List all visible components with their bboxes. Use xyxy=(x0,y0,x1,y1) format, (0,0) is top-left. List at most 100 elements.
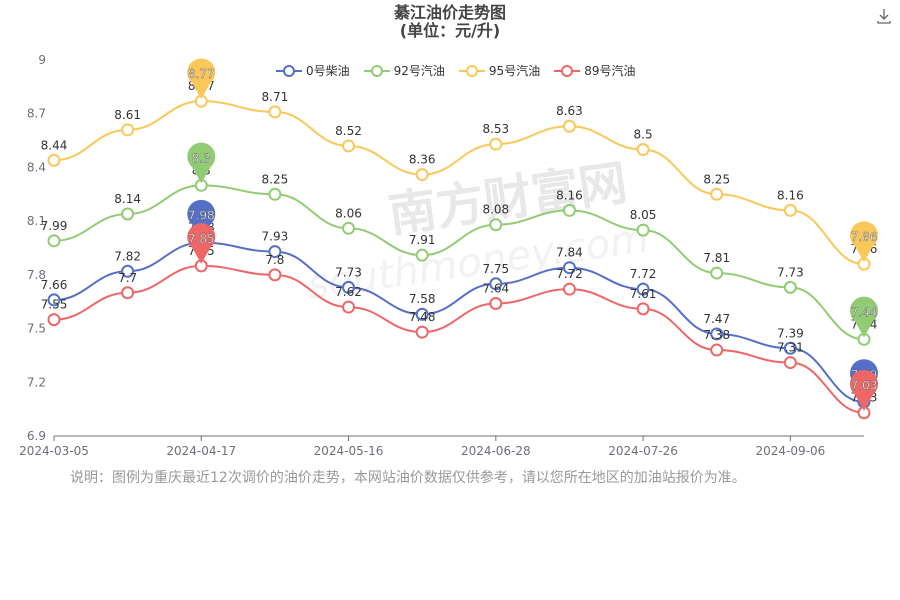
max-marker: 8.3 xyxy=(187,142,216,184)
data-label: 8.63 xyxy=(556,104,583,118)
legend-item[interactable]: 89号汽油 xyxy=(554,62,635,79)
min-marker-label: 7.03 xyxy=(851,379,878,393)
data-label: 7.48 xyxy=(409,310,436,324)
legend-item[interactable]: 92号汽油 xyxy=(363,62,445,79)
data-label: 7.81 xyxy=(703,251,730,265)
data-label: 7.75 xyxy=(482,262,509,276)
data-label: 7.72 xyxy=(630,267,657,281)
series-line xyxy=(53,264,865,414)
x-tick-label: 2024-09-06 xyxy=(755,444,825,458)
data-label: 8.05 xyxy=(630,208,657,222)
data-label: 7.73 xyxy=(335,265,362,279)
data-point xyxy=(636,143,650,157)
min-marker-label: 7.86 xyxy=(851,230,878,244)
legend-line-icon xyxy=(458,64,485,77)
x-tick-label: 2024-06-28 xyxy=(461,444,531,458)
max-marker: 7.85 xyxy=(187,223,216,264)
data-label: 7.99 xyxy=(41,219,68,233)
data-point xyxy=(783,203,797,217)
data-point xyxy=(710,266,724,280)
data-point xyxy=(562,119,576,133)
data-point xyxy=(489,297,503,311)
min-marker: 7.03 xyxy=(850,370,878,411)
data-label: 8.61 xyxy=(114,108,141,122)
data-point xyxy=(415,248,429,262)
max-marker-shape xyxy=(187,58,216,100)
data-label: 7.91 xyxy=(409,233,436,247)
data-point xyxy=(342,139,356,153)
data-label: 8.16 xyxy=(556,188,583,202)
data-label: 7.8 xyxy=(265,253,284,267)
data-label: 7.47 xyxy=(703,312,730,326)
data-label: 7.7 xyxy=(118,271,137,285)
data-point xyxy=(783,280,797,294)
data-label: 7.58 xyxy=(409,292,436,306)
max-marker-label: 7.85 xyxy=(188,232,215,246)
min-marker: 7.44 xyxy=(850,296,878,338)
data-point xyxy=(342,221,356,235)
x-tick-label: 2024-04-17 xyxy=(166,444,236,458)
data-label: 7.72 xyxy=(556,267,583,281)
data-point xyxy=(489,137,503,151)
max-marker-shape xyxy=(187,199,216,241)
data-label: 7.84 xyxy=(556,246,583,260)
data-point xyxy=(268,105,282,119)
legend-item[interactable]: 95号汽油 xyxy=(458,62,541,79)
line-chart: 南方财富网southmoney.com6.97.27.57.88.18.48.7… xyxy=(19,53,878,458)
data-point xyxy=(710,327,724,341)
data-label: 7.66 xyxy=(41,278,68,292)
data-label: 7.55 xyxy=(41,298,68,312)
data-label: 8.52 xyxy=(335,124,362,138)
data-point xyxy=(636,223,650,237)
chart-subtitle: (单位：元/升) xyxy=(399,21,501,40)
data-label: 7.64 xyxy=(482,282,509,296)
max-marker-label: 8.3 xyxy=(192,151,211,165)
legend-label: 95号汽油 xyxy=(488,64,541,78)
data-point xyxy=(121,264,135,278)
data-label: 7.31 xyxy=(777,341,804,355)
data-point xyxy=(121,123,135,137)
min-marker-shape xyxy=(850,370,878,411)
legend-line-icon xyxy=(554,64,581,77)
data-label: 8.14 xyxy=(114,192,141,206)
data-label: 7.73 xyxy=(777,265,804,279)
data-point xyxy=(562,261,576,275)
data-point xyxy=(47,313,61,327)
data-point xyxy=(268,268,282,282)
data-label: 7.93 xyxy=(262,230,289,244)
legend-item[interactable]: 0号柴油 xyxy=(276,62,350,79)
max-marker-label: 7.98 xyxy=(188,209,215,223)
max-marker-shape xyxy=(187,142,216,184)
data-point xyxy=(268,187,282,201)
data-point xyxy=(562,282,576,296)
data-label: 7.38 xyxy=(703,328,730,342)
max-marker: 7.98 xyxy=(187,199,216,241)
data-label: 8.25 xyxy=(703,172,730,186)
data-point xyxy=(636,302,650,316)
data-label: 8.36 xyxy=(409,153,436,167)
footnote: 说明：图例为重庆最近12次调价的油价走势，本网站油价数据仅供参考，请以您所在地区… xyxy=(70,470,746,486)
data-label: 8.06 xyxy=(335,206,362,220)
data-point xyxy=(121,286,135,300)
legend-line-icon xyxy=(363,64,390,77)
data-label: 7.62 xyxy=(335,285,362,299)
y-tick-label: 7.8 xyxy=(27,268,46,282)
data-label: 8.71 xyxy=(262,90,289,104)
data-point xyxy=(415,168,429,182)
data-point xyxy=(342,280,356,294)
data-label: 8.5 xyxy=(634,128,653,142)
min-marker: 7.86 xyxy=(850,221,878,263)
y-tick-label: 9 xyxy=(38,53,46,67)
data-point xyxy=(636,282,650,296)
y-tick-label: 8.1 xyxy=(27,214,46,228)
data-label: 8.08 xyxy=(482,203,509,217)
data-point xyxy=(47,293,61,307)
download-icon[interactable] xyxy=(874,6,894,26)
data-point xyxy=(47,234,61,248)
max-marker: 8.77 xyxy=(187,58,216,100)
legend-line-icon xyxy=(276,64,302,77)
data-label: 8.44 xyxy=(41,138,68,152)
min-marker-label: 7.44 xyxy=(851,305,878,319)
chart-title: 綦江油价走势图 xyxy=(393,3,506,22)
y-tick-label: 7.2 xyxy=(27,375,46,389)
